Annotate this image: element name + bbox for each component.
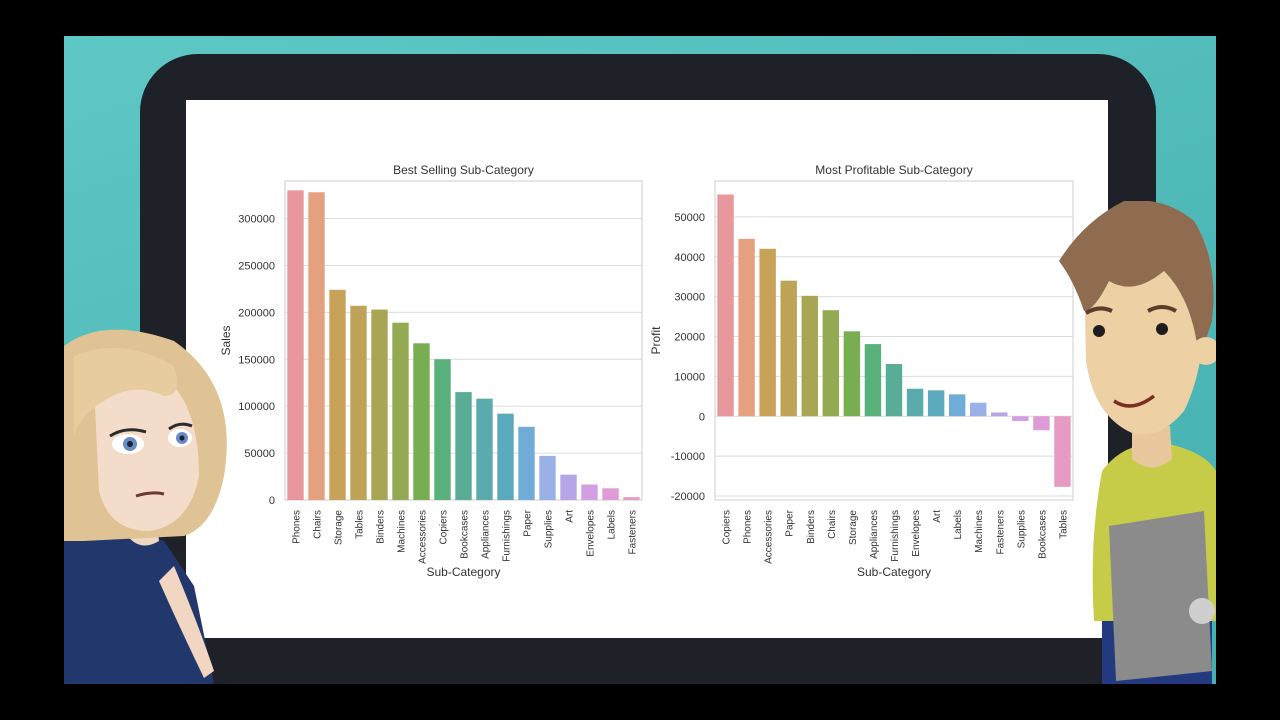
profit-bar-chairs [822, 310, 840, 417]
sales-xtick-label: Chairs [313, 510, 324, 539]
girl-character [64, 329, 227, 684]
profit-xtick-label: Machines [974, 510, 985, 553]
profit-xtick-label: Binders [806, 510, 817, 544]
profit-xtick-label: Copiers [722, 510, 733, 544]
profit-xtick-label: Fasteners [995, 510, 1006, 554]
profit-bar-accessories [759, 248, 776, 417]
sales-bar-binders [371, 309, 388, 500]
profit-bar-art [927, 390, 945, 417]
sales-bar-art [560, 474, 577, 500]
sales-bar-furnishings [497, 413, 514, 500]
sales-yaxis-label: Sales [219, 325, 233, 355]
sales-bar-paper [518, 426, 535, 500]
sales-xtick-label: Storage [334, 510, 345, 545]
sales-xtick-label: Fasteners [628, 510, 639, 554]
sales-bar-tables [350, 305, 367, 500]
sales-bar-chart: 0 50000 100000 150000 200000 250000 300000 Phon… [219, 163, 643, 579]
profit-yaxis-label: Profit [649, 326, 663, 355]
profit-xtick-label: Envelopes [911, 510, 922, 557]
profit-bar-supplies [1012, 416, 1029, 422]
profit-bar-binders [801, 295, 818, 417]
sales-bar-phones [287, 190, 304, 500]
sales-xtick-label: Bookcases [460, 510, 471, 559]
sales-bar-chairs [308, 192, 325, 500]
profit-xaxis-label: Sub-Category [857, 565, 931, 579]
profit-xtick-label: Bookcases [1037, 510, 1048, 559]
profit-bar-tables [1054, 416, 1071, 487]
sales-xtick-label: Copiers [439, 510, 450, 544]
sales-xtick-label: Labels [607, 510, 618, 539]
profit-xtick-label: Labels [953, 510, 964, 539]
profit-bar-bookcases [1033, 416, 1050, 431]
sales-bar-appliances [476, 398, 493, 500]
profit-ytick-label: -10000 [671, 451, 705, 463]
profit-bar-furnishings [885, 364, 903, 417]
sales-ytick-label: 300000 [238, 214, 275, 226]
profit-ytick-label: 20000 [674, 332, 705, 344]
sales-xtick-label: Phones [292, 510, 303, 544]
video-scene: 0 50000 100000 150000 200000 250000 300000 Phon… [64, 36, 1216, 684]
profit-bar-paper [780, 280, 797, 417]
sales-xtick-label: Machines [397, 510, 408, 553]
sales-xtick-label: Art [565, 510, 576, 523]
sales-bar-envelopes [581, 484, 598, 500]
profit-xtick-label: Chairs [827, 510, 838, 539]
profit-bar-chart: -20000 -10000 0 10000 20000 30000 40000 50000 Co… [649, 163, 1074, 579]
profit-bar-phones [738, 238, 755, 417]
sales-xtick-label: Tables [355, 510, 366, 539]
profit-xtick-label: Accessories [764, 510, 775, 564]
profit-bar-copiers [717, 194, 734, 417]
sales-bar-accessories [413, 343, 430, 500]
profit-xtick-label: Storage [848, 510, 859, 545]
sales-bar-bookcases [455, 392, 472, 500]
profit-ytick-label: 30000 [674, 292, 705, 304]
sales-xtick-label: Accessories [418, 510, 429, 564]
sales-bar-supplies [539, 455, 556, 500]
sales-xtick-label: Envelopes [586, 510, 597, 557]
profit-xtick-label: Supplies [1016, 510, 1027, 548]
sales-xtick-label: Binders [376, 510, 387, 544]
profit-bar-fasteners [991, 412, 1008, 417]
profit-xtick-label: Furnishings [890, 510, 901, 562]
profit-ytick-label: -20000 [671, 491, 705, 503]
profit-ytick-label: 0 [699, 411, 705, 423]
tablet-screen: 0 50000 100000 150000 200000 250000 300000 Phon… [186, 100, 1108, 638]
sales-bar-storage [329, 289, 346, 500]
sales-bar-copiers [434, 359, 451, 500]
profit-ytick-label: 40000 [674, 252, 705, 264]
sales-ytick-label: 0 [269, 495, 275, 507]
sales-bar-labels [602, 488, 619, 500]
sales-ytick-label: 100000 [238, 401, 275, 413]
profit-bar-storage [843, 331, 861, 417]
profit-bar-appliances [864, 344, 882, 417]
sales-chart-title: Best Selling Sub-Category [393, 163, 534, 177]
sales-bar-machines [392, 322, 409, 500]
sales-xtick-label: Furnishings [502, 510, 513, 562]
profit-bar-machines [970, 402, 987, 417]
sales-xtick-label: Paper [523, 509, 534, 536]
sales-ytick-label: 50000 [244, 448, 275, 460]
sales-ytick-label: 200000 [238, 307, 275, 319]
profit-xtick-label: Art [932, 510, 943, 523]
profit-bar-labels [948, 394, 966, 417]
profit-ytick-label: 10000 [674, 371, 705, 383]
profit-ytick-label: 50000 [674, 212, 705, 224]
profit-bar-envelopes [906, 388, 924, 417]
sales-ytick-label: 150000 [238, 354, 275, 366]
profit-xtick-label: Paper [785, 509, 796, 536]
profit-xtick-label: Phones [743, 510, 754, 544]
sales-ytick-label: 250000 [238, 260, 275, 272]
sales-xaxis-label: Sub-Category [426, 565, 500, 579]
profit-xtick-label: Appliances [869, 510, 880, 559]
sales-bar-fasteners [623, 497, 640, 500]
profit-xtick-label: Tables [1058, 510, 1069, 539]
sales-xtick-label: Supplies [544, 510, 555, 548]
sales-xtick-label: Appliances [481, 510, 492, 559]
boy-character [1059, 201, 1216, 684]
profit-chart-title: Most Profitable Sub-Category [815, 163, 972, 177]
profit-axes-frame [714, 180, 1074, 501]
